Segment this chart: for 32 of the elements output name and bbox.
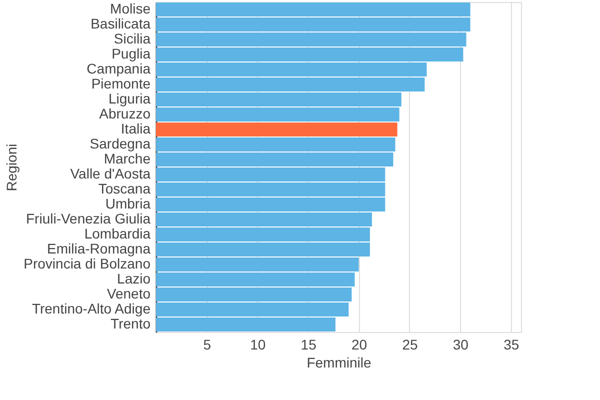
y-tick-label: Abruzzo	[99, 106, 151, 122]
x-tick-label: 10	[250, 336, 266, 352]
y-tick-label: Basilicata	[90, 16, 151, 32]
y-tick-label: Marche	[104, 150, 151, 166]
y-tick-label: Sicilia	[114, 30, 151, 46]
y-tick-label: Lazio	[117, 270, 151, 286]
y-tick-label: Sardegna	[90, 136, 151, 152]
bar	[156, 122, 398, 136]
y-tick-label: Toscana	[98, 180, 151, 196]
x-tick-label: 15	[300, 336, 317, 352]
y-axis-title: Regioni	[4, 144, 20, 192]
y-tick-label: Emilia-Romagna	[47, 240, 151, 256]
y-tick-label: Molise	[110, 0, 151, 16]
y-tick-label: Puglia	[112, 46, 151, 62]
y-tick-label: Umbria	[105, 196, 151, 212]
x-axis-title: Femminile	[306, 354, 372, 370]
y-tick-label: Lombardia	[84, 226, 151, 242]
y-tick-label: Liguria	[108, 90, 151, 106]
x-tick-label: 25	[402, 336, 418, 352]
x-tick-label: 5	[203, 336, 212, 352]
y-tick-label: Piemonte	[91, 76, 151, 92]
y-tick-label: Veneto	[106, 286, 151, 302]
x-tick-label: 35	[504, 336, 520, 352]
y-tick-label: Trentino-Alto Adige	[32, 300, 151, 316]
y-tick-label: Campania	[86, 60, 151, 76]
y-tick-label: Provincia di Bolzano	[24, 256, 151, 272]
y-tick-label: Valle d'Aosta	[70, 166, 151, 182]
y-tick-label: Italia	[120, 120, 151, 136]
x-tick-label: 30	[452, 336, 469, 352]
y-tick-label: Trento	[110, 316, 151, 332]
y-tick-label: Friuli-Venezia Giulia	[26, 210, 151, 226]
x-tick-label: 20	[351, 336, 368, 352]
